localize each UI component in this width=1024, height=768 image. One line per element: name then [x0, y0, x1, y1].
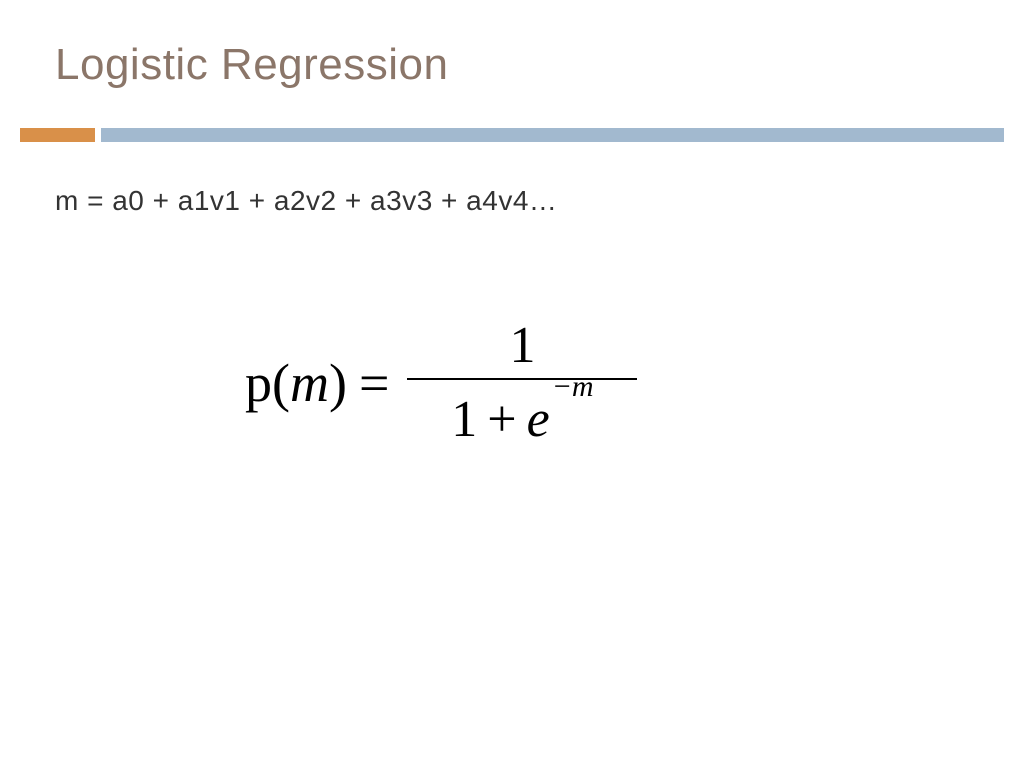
formula-denom-plus: + — [487, 394, 516, 446]
formula-arg-m: m — [290, 352, 329, 414]
formula-p: p — [245, 352, 272, 414]
equation-linear: m = a0 + a1v1 + a2v2 + a3v3 + a4v4… — [55, 185, 557, 217]
divider-accent — [20, 128, 95, 142]
formula-denom-exponent: −m — [552, 372, 594, 402]
divider-main — [101, 128, 1004, 142]
formula-numerator: 1 — [501, 320, 543, 378]
formula-equals: = — [359, 352, 389, 414]
formula-fraction: 1 1 + e −m — [407, 320, 637, 446]
formula-lhs: p ( m ) — [245, 352, 347, 414]
formula-sigmoid: p ( m ) = 1 1 + e −m — [245, 320, 637, 446]
formula-denominator: 1 + e −m — [451, 380, 593, 446]
divider-bar — [20, 128, 1004, 142]
slide-title: Logistic Regression — [55, 40, 448, 90]
formula-denom-e: e — [527, 394, 550, 446]
formula-paren-close: ) — [329, 352, 347, 414]
formula-paren-open: ( — [272, 352, 290, 414]
formula-denom-one: 1 — [451, 394, 477, 446]
